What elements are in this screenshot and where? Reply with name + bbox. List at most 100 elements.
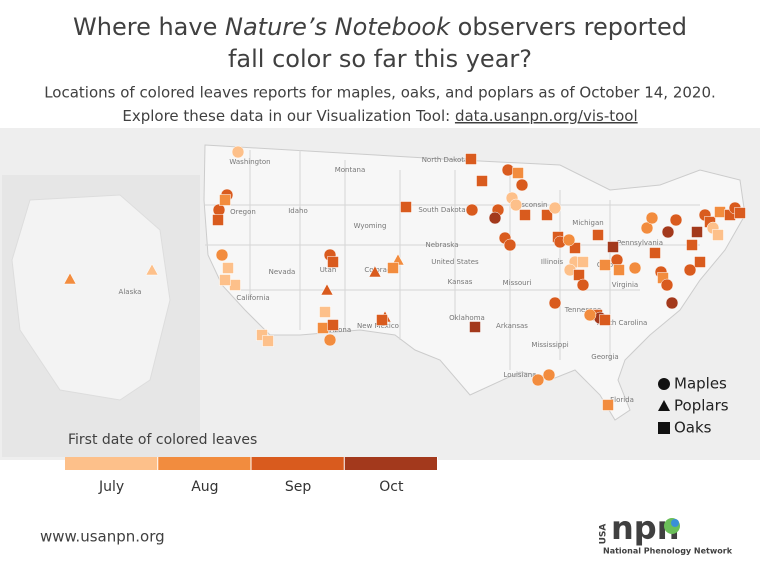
maple-marker: [503, 238, 517, 252]
oak-marker: [319, 306, 331, 318]
map-label: California: [236, 294, 269, 302]
oak-marker: [327, 256, 339, 268]
maple-marker: [212, 203, 226, 217]
title-line: fall color so far this year?: [228, 45, 532, 73]
map-label: Kansas: [448, 278, 473, 286]
oak-marker: [229, 279, 241, 291]
oak-marker: [219, 194, 231, 206]
oak-marker: [376, 314, 388, 326]
maple-marker: [515, 178, 529, 192]
maple-marker: [323, 333, 337, 347]
subtitle: Explore these data in our Visualization …: [122, 107, 637, 125]
map-label: United States: [431, 258, 479, 266]
map-label: Washington: [229, 158, 270, 166]
map-label: North Carolina: [597, 319, 648, 327]
oak-marker: [400, 201, 412, 213]
map-label: Colorado: [364, 266, 395, 274]
maple-marker: [548, 201, 562, 215]
oak-marker: [691, 226, 703, 238]
oak-marker: [469, 321, 481, 333]
oak-marker: [262, 335, 274, 347]
footer-url: www.usanpn.org: [40, 528, 165, 546]
oak-marker: [222, 262, 234, 274]
map-label: Oregon: [230, 208, 256, 216]
oak-marker: [519, 209, 531, 221]
maple-marker: [645, 211, 659, 225]
poplar-marker: [368, 265, 382, 278]
maple-marker: [501, 163, 515, 177]
map-label: Nebraska: [425, 241, 458, 249]
oak-marker: [592, 229, 604, 241]
oak-marker: [607, 241, 619, 253]
title-text: Where have: [73, 13, 225, 41]
oak-marker: [613, 264, 625, 276]
oak-marker: [649, 247, 661, 259]
title-line: Where have Nature’s Notebook observers r…: [73, 13, 687, 41]
oak-marker: [599, 259, 611, 271]
map-label: Pennsylvania: [617, 239, 663, 247]
legend-symbol: [658, 400, 670, 411]
legend-symbol: [658, 378, 670, 390]
alaska-land: [11, 194, 171, 401]
map-label: Utah: [320, 266, 337, 274]
maple-marker: [576, 278, 590, 292]
oak-marker: [734, 207, 746, 219]
legend-title: First date of colored leaves: [68, 432, 257, 448]
maple-marker: [610, 253, 624, 267]
oak-marker: [599, 314, 611, 326]
link[interactable]: data.usanpn.org/vis-tool: [455, 107, 638, 125]
maple-marker: [509, 198, 523, 212]
legend-month: July: [98, 479, 124, 495]
maple-marker: [583, 308, 597, 322]
poplar-marker: [320, 283, 334, 296]
oak-marker: [465, 153, 477, 165]
legend-swatch: [65, 457, 158, 470]
maple-marker: [542, 368, 556, 382]
oak-marker: [317, 322, 329, 334]
logo-name: National Phenology Network: [603, 547, 733, 556]
map-label: Alaska: [119, 288, 142, 296]
map-label: Virginia: [612, 281, 638, 289]
map-label: North Dakota: [422, 156, 469, 164]
maple-marker: [669, 213, 683, 227]
map-label: Florida: [610, 396, 634, 404]
map-label: Idaho: [288, 207, 308, 215]
legend-month: Oct: [379, 479, 404, 495]
map-label: Illinois: [541, 258, 564, 266]
maple-marker: [548, 296, 562, 310]
maple-marker: [215, 248, 229, 262]
map-label: Arkansas: [496, 322, 528, 330]
oak-marker: [212, 214, 224, 226]
maple-marker: [488, 211, 502, 225]
maple-marker: [231, 145, 245, 159]
map-label: Wisconsin: [513, 201, 548, 209]
title-text: observers reported: [450, 13, 687, 41]
state-borders: [205, 150, 700, 370]
maple-marker: [660, 278, 674, 292]
oak-marker: [541, 209, 553, 221]
map-label: Wyoming: [354, 222, 387, 230]
oak-marker: [712, 229, 724, 241]
oak-marker: [714, 206, 726, 218]
map-label: New Mexico: [357, 322, 399, 330]
map-label: South Dakota: [418, 206, 465, 214]
oak-marker: [256, 329, 268, 341]
logo-leaf: [671, 519, 679, 527]
oak-marker: [476, 175, 488, 187]
oak-marker: [686, 239, 698, 251]
map-label: Michigan: [572, 219, 603, 227]
map-label: Louisiana: [503, 371, 536, 379]
map-label: Montana: [335, 166, 366, 174]
oak-marker: [387, 262, 399, 274]
oak-marker: [602, 399, 614, 411]
oak-marker: [694, 256, 706, 268]
map-label: Nevada: [269, 268, 296, 276]
oak-marker: [577, 256, 589, 268]
legend-swatch: [251, 457, 344, 470]
poplar-marker: [63, 272, 77, 285]
title-text: fall color so far this year?: [228, 45, 532, 73]
oak-marker: [569, 242, 581, 254]
legend-symbol: [658, 422, 670, 434]
